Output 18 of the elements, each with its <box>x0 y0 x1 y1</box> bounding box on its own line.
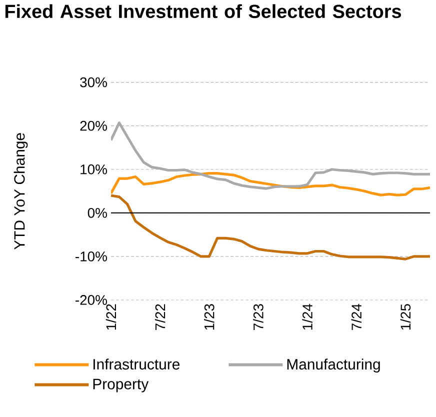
x-tick-label: 1/25 <box>400 304 411 330</box>
x-tick-label: 1/24 <box>302 304 312 330</box>
y-tick-label: 20% <box>80 120 107 131</box>
x-tick-label: 1/22 <box>106 304 116 330</box>
y-tick-label: 10% <box>80 164 107 174</box>
legend-label: Property <box>93 378 149 392</box>
legend-label: Manufacturing <box>287 358 380 373</box>
y-axis-title: YTD YoY Change <box>14 133 28 250</box>
chart-title: Fixed Asset Investment of Selected Sectors <box>5 4 402 18</box>
x-tick-label: 7/24 <box>351 304 362 330</box>
legend-label: Infrastructure <box>94 358 180 370</box>
x-tick-label: 1/23 <box>204 304 214 330</box>
x-tick-label: 7/22 <box>154 304 166 330</box>
y-tick-label: -10% <box>76 252 107 262</box>
y-tick-label: 30% <box>80 77 107 88</box>
x-tick-label: 7/23 <box>253 304 264 330</box>
y-tick-label: -20% <box>76 295 107 305</box>
y-tick-label: 0% <box>88 208 107 218</box>
